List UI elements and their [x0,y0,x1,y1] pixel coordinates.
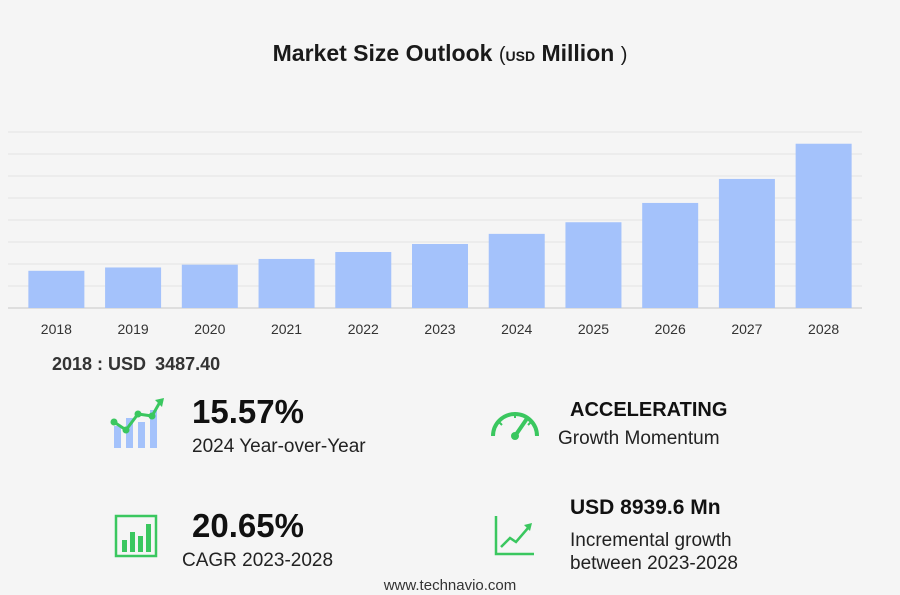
x-tick-label-2021: 2021 [271,321,302,337]
kpi-incremental-label-1: Incremental growth [570,530,732,551]
bar-2028 [795,143,852,308]
x-tick-label-2027: 2027 [731,321,762,337]
title-unit-small: USD [505,48,536,64]
kpi-momentum-label: Growth Momentum [558,428,720,449]
x-tick-label-2028: 2028 [808,321,839,337]
x-tick-label-2025: 2025 [578,321,609,337]
bar-2025 [565,222,622,308]
title-unit-big: Million [541,40,615,66]
x-tick-label-2024: 2024 [501,321,532,337]
bar-2026 [642,202,699,308]
title-paren-open: ( [498,44,506,66]
bar-growth-icon [110,398,164,448]
kpi-yoy-value: 15.57% [192,393,304,430]
x-tick-label-2020: 2020 [194,321,225,337]
chart-title-main: Market Size Outlook [272,40,493,66]
base-year-value: 3487.40 [155,354,221,374]
kpi-incremental-label-2: between 2023-2028 [570,552,738,574]
footer-source: www.technavio.com [383,577,517,594]
bar-2023 [412,244,468,308]
kpi-incremental-value: USD 8939.6 Mn [570,496,721,519]
kpi-cagr-value: 20.65% [192,507,304,544]
x-tick-label-2019: 2019 [118,321,149,337]
x-tick-label-2026: 2026 [655,321,686,337]
chart-title: Market Size Outlook (USD Million ) [0,40,900,67]
bar-2020 [181,264,238,308]
base-year-label: 2018 : USD [52,354,147,374]
x-tick-label-2023: 2023 [424,321,455,337]
bar-2027 [718,178,775,308]
kpi-momentum-value: ACCELERATING [570,399,728,421]
bar-2022 [335,252,392,308]
bar-2024 [488,233,545,308]
kpi-cagr-label: CAGR 2023-2028 [182,550,334,571]
bar-chart: 2018 2019 2020 2021 2022 2023 2024 2025 2026 2027… [8,131,862,337]
bar-chart-icon [114,514,158,558]
kpi-yoy: 15.57% 2024 Year-over-Year [192,395,366,459]
x-tick-label-2022: 2022 [348,321,379,337]
kpi-yoy-label: 2024 Year-over-Year [192,436,366,457]
kpi-incremental: USD 8939.6 Mn Incremental growth between… [570,496,738,576]
bar-2021 [258,258,315,308]
kpi-cagr: 20.65% CAGR 2023-2028 [182,509,333,573]
bar-2019 [105,267,162,308]
title-paren-close: ) [620,44,628,66]
speedometer-icon [491,412,539,440]
x-tick-label-2018: 2018 [41,321,72,337]
line-trend-icon [494,516,534,556]
bar-2018 [28,270,85,308]
kpi-momentum: ACCELERATING Growth Momentum [558,399,728,451]
base-year-stat: 2018 : USD 3487.40 [52,354,224,375]
